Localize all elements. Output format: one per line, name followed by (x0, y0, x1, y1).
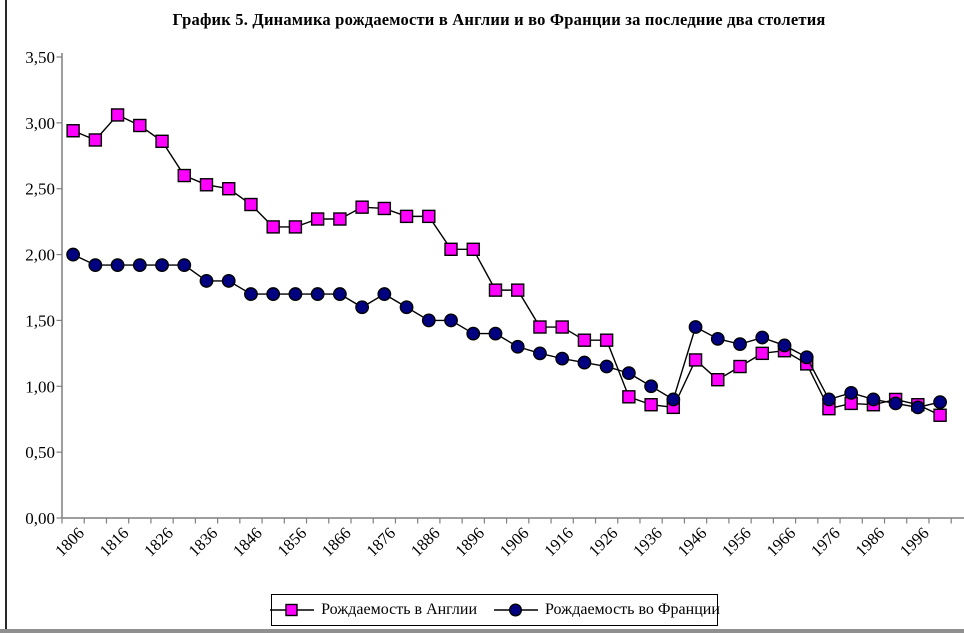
chart-title: График 5. Динамика рождаемости в Англии … (172, 10, 826, 29)
svg-text:3,50: 3,50 (25, 48, 55, 67)
page-left-border (5, 0, 7, 630)
svg-text:1816: 1816 (96, 523, 133, 560)
legend: Рождаемость в Англии Рождаемость во Фран… (269, 594, 720, 626)
svg-text:1956: 1956 (718, 523, 755, 560)
svg-text:1826: 1826 (140, 523, 177, 560)
svg-text:1,00: 1,00 (25, 377, 55, 396)
svg-text:2,00: 2,00 (25, 246, 55, 265)
svg-text:1856: 1856 (273, 523, 310, 560)
svg-text:1936: 1936 (629, 523, 666, 560)
svg-text:1966: 1966 (763, 523, 800, 560)
svg-text:2,50: 2,50 (25, 180, 55, 199)
svg-text:0,00: 0,00 (25, 509, 55, 528)
plot-area: 0,00 0,50 1,00 1,50 2,00 2,50 3,00 3,50 1806 1816… (25, 48, 964, 560)
svg-text:1946: 1946 (674, 523, 711, 560)
svg-text:1916: 1916 (540, 523, 577, 560)
svg-text:1,50: 1,50 (25, 311, 55, 330)
page-bottom-edge (0, 629, 964, 633)
svg-text:1996: 1996 (896, 523, 933, 560)
svg-text:1876: 1876 (362, 523, 399, 560)
legend-label-england: Рождаемость в Англии (321, 601, 478, 618)
legend-label-france: Рождаемость во Франции (545, 601, 720, 618)
svg-text:1806: 1806 (51, 523, 88, 560)
svg-text:1886: 1886 (407, 523, 444, 560)
svg-text:1836: 1836 (185, 523, 222, 560)
svg-text:3,00: 3,00 (25, 114, 55, 133)
svg-text:1976: 1976 (807, 523, 844, 560)
england-square-marker-icon (270, 603, 315, 617)
svg-text:1986: 1986 (851, 523, 888, 560)
svg-text:1866: 1866 (318, 523, 355, 560)
svg-text:1896: 1896 (451, 523, 488, 560)
france-circle-marker-icon (494, 603, 539, 617)
legend-item-england: Рождаемость в Англии (269, 601, 477, 619)
svg-text:1906: 1906 (496, 523, 533, 560)
svg-text:1846: 1846 (229, 523, 266, 560)
svg-text:1926: 1926 (585, 523, 622, 560)
legend-item-france: Рождаемость во Франции (493, 601, 720, 619)
svg-text:0,50: 0,50 (25, 443, 55, 462)
